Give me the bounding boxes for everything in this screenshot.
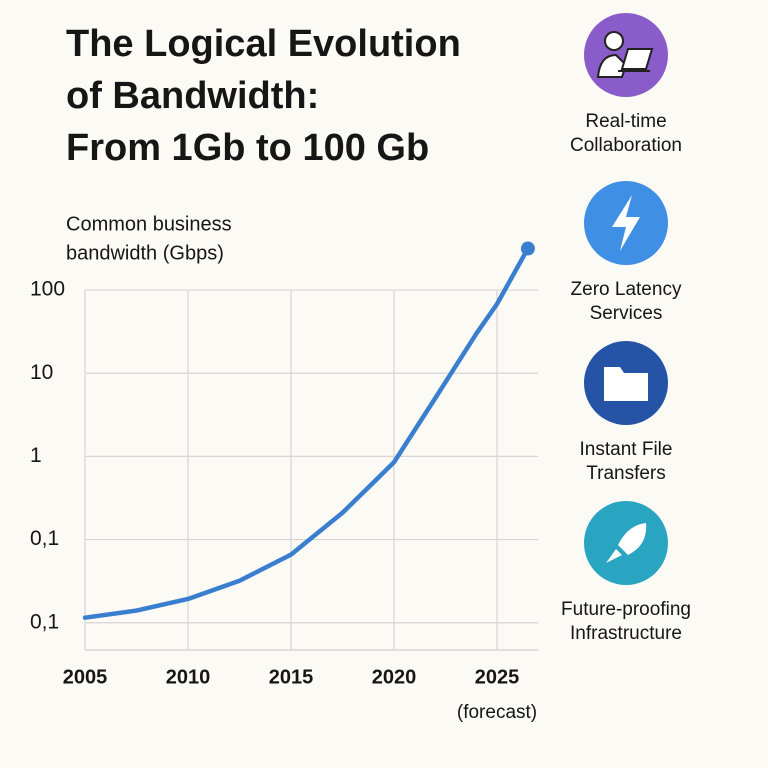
feature-label: Future-proofing	[561, 599, 691, 620]
y-axis-label: bandwidth (Gbps)	[66, 242, 224, 264]
y-tick-label: 1	[30, 444, 42, 467]
feature-label: Transfers	[586, 463, 666, 484]
y-tick-label: 0,1	[30, 527, 59, 550]
icon-bolt	[612, 195, 640, 251]
feature-label: Collaboration	[570, 135, 682, 156]
y-tick-label: 0,1	[30, 610, 59, 633]
icon-folder	[604, 367, 648, 401]
icon-laptop	[618, 48, 654, 72]
chart-title: From 1Gb to 100 Gb	[66, 127, 429, 169]
x-tick-label: 2010	[166, 666, 211, 688]
feature-label: Zero Latency	[571, 279, 682, 300]
x-tick-label: 2005	[63, 666, 108, 688]
x-tick-label: 2020	[372, 666, 417, 688]
y-axis-label: Common business	[66, 213, 232, 235]
feature-icon	[584, 341, 668, 425]
end-point	[520, 241, 535, 256]
feature-icon	[584, 501, 668, 585]
feature-label: Infrastructure	[570, 623, 682, 644]
feature-label: Services	[590, 303, 663, 324]
x-tick-label: 2015	[269, 666, 314, 688]
data-line	[82, 246, 531, 620]
x-note: (forecast)	[457, 702, 537, 723]
chart-title: of Bandwidth:	[66, 75, 319, 117]
feature-label: Real-time	[585, 111, 666, 132]
y-tick-label: 100	[30, 278, 65, 301]
icon-flame	[606, 549, 622, 563]
y-tick-label: 10	[30, 361, 53, 384]
chart-title: The Logical Evolution	[66, 23, 461, 65]
icon-rocket	[618, 523, 647, 555]
feature-icon	[584, 13, 668, 97]
feature-label: Instant File	[580, 439, 673, 460]
feature-icon	[584, 181, 668, 265]
icon-head	[604, 31, 624, 51]
x-tick-label: 2025	[475, 666, 520, 688]
